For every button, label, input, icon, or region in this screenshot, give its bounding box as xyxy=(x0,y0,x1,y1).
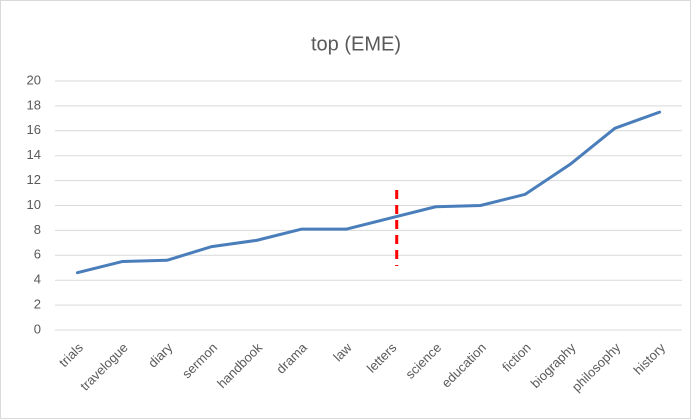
data-line xyxy=(75,110,662,275)
chart-title: top (EME) xyxy=(311,33,401,55)
y-tick-label: 12 xyxy=(27,172,41,187)
y-tick-label: 16 xyxy=(27,122,41,137)
y-tick-label: 2 xyxy=(34,297,41,312)
y-tick-label: 8 xyxy=(34,222,41,237)
y-tick-label: 20 xyxy=(27,72,41,87)
y-tick-label: 0 xyxy=(34,321,41,336)
y-tick-label: 6 xyxy=(34,247,41,262)
y-tick-label: 14 xyxy=(27,147,41,162)
y-tick-label: 4 xyxy=(34,272,41,287)
y-tick-label: 10 xyxy=(27,197,41,212)
y-tick-label: 18 xyxy=(27,97,41,112)
